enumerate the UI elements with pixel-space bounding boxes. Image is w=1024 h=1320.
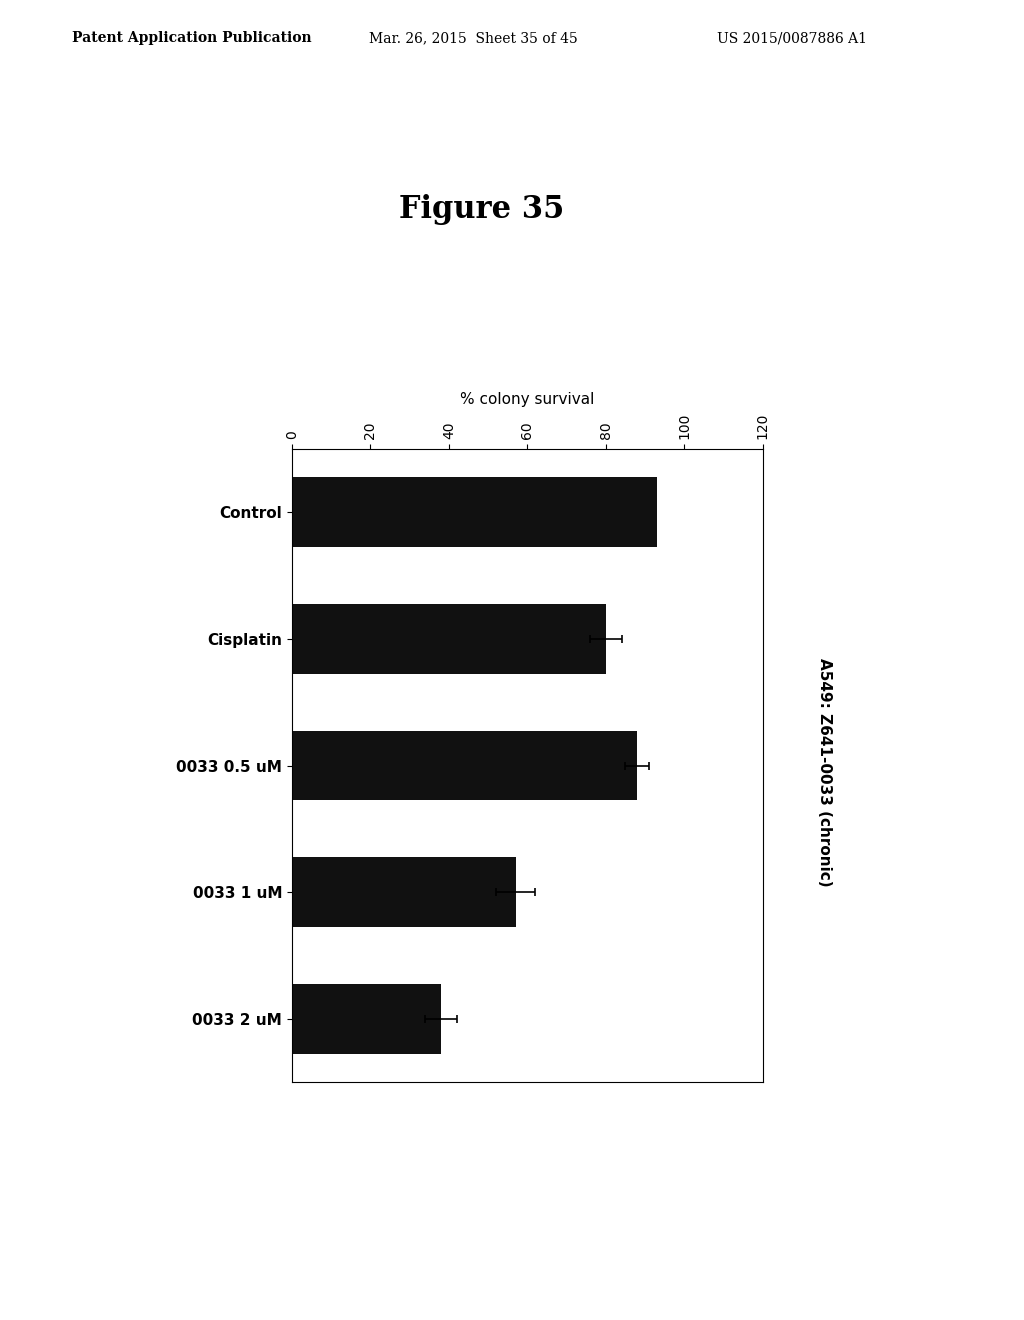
Text: Patent Application Publication: Patent Application Publication bbox=[72, 32, 311, 45]
Text: A549: Z641-0033 (chronic): A549: Z641-0033 (chronic) bbox=[817, 657, 831, 887]
Bar bbox=[292, 478, 657, 546]
Text: US 2015/0087886 A1: US 2015/0087886 A1 bbox=[717, 32, 866, 45]
Bar bbox=[292, 985, 441, 1053]
Bar bbox=[292, 605, 606, 673]
Text: Figure 35: Figure 35 bbox=[398, 194, 564, 224]
Bar bbox=[292, 858, 515, 927]
X-axis label: % colony survival: % colony survival bbox=[460, 392, 595, 408]
Bar bbox=[292, 731, 637, 800]
Text: Mar. 26, 2015  Sheet 35 of 45: Mar. 26, 2015 Sheet 35 of 45 bbox=[369, 32, 578, 45]
